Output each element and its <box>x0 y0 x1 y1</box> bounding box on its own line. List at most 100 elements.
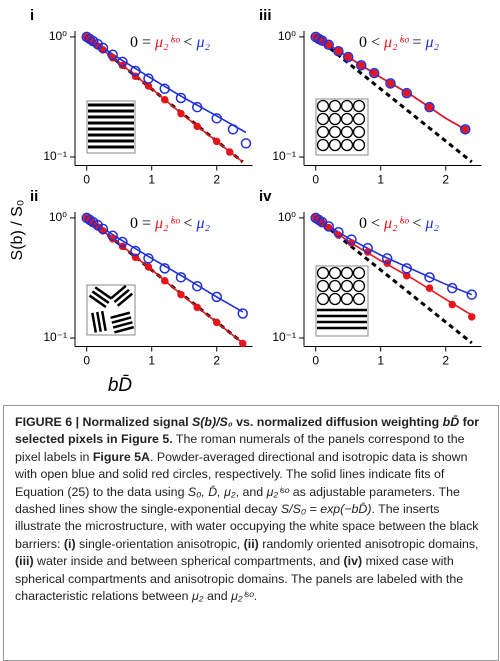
open-point <box>130 65 141 77</box>
open-point <box>424 272 435 283</box>
open-point <box>117 236 128 248</box>
filled-point <box>144 263 153 271</box>
open-point <box>159 83 170 95</box>
filled-point <box>448 300 456 309</box>
filled-point <box>193 122 201 131</box>
caption-text: FIGURE 6 | Normalized signal <box>15 415 192 429</box>
filled-point <box>238 339 247 348</box>
open-point <box>401 263 412 274</box>
annotation-part: μ₂ <box>195 34 210 51</box>
open-point <box>191 280 203 292</box>
caption-text: (iii) <box>15 554 34 569</box>
annotation-part: < <box>408 215 425 232</box>
caption-text: S₀, D̄, μ₂ <box>187 484 236 499</box>
open-point <box>424 101 435 113</box>
y-tick-label: 10⁻¹ <box>43 330 67 344</box>
panel-label: iii <box>259 7 272 24</box>
annotation-part: μ₂ <box>424 34 439 51</box>
filled-point <box>193 303 201 312</box>
insert-stripes <box>86 100 136 154</box>
open-point <box>342 51 354 63</box>
caption-text: Figure 5A <box>92 449 150 464</box>
annotation-part: 0 < <box>359 215 384 232</box>
annotation: 0 < μ₂ⁱˢᵒ = μ₂ <box>359 34 440 51</box>
caption-text: . <box>253 589 258 604</box>
y-axis-label: S(b) / S₀ <box>9 200 26 261</box>
caption-text: S(b)/S₀ <box>191 415 233 429</box>
annotation-part: μ₂ⁱˢᵒ <box>383 215 410 232</box>
open-point <box>240 138 252 149</box>
filled-point <box>334 47 343 55</box>
caption-text: as adjustable parameters. The dashed lin… <box>15 484 460 517</box>
open-point <box>323 221 334 232</box>
x-axis-label: bD̄ <box>108 375 133 396</box>
caption-text: (iv) <box>343 554 363 569</box>
open-point <box>159 263 170 274</box>
filled-point <box>467 313 476 321</box>
open-point <box>401 87 412 99</box>
filled-point <box>402 89 411 97</box>
annotation-part: μ₂ <box>195 215 210 232</box>
open-point <box>333 45 344 57</box>
open-point <box>227 124 239 135</box>
caption-text: μ₂ⁱˢᵒ <box>266 484 290 499</box>
open-point <box>211 113 222 124</box>
annotation: 0 = μ₂ⁱˢᵒ < μ₂ <box>130 34 211 51</box>
filled-point <box>402 271 411 280</box>
caption-text: for selected pixels in Figure 5. <box>15 415 480 447</box>
open-point <box>446 282 458 294</box>
caption-text: The roman numerals of the panels corresp… <box>15 432 465 464</box>
dashed-line <box>314 35 473 164</box>
filled-point <box>177 109 185 118</box>
caption-text: randomly oriented anisotropic domains, <box>258 536 479 551</box>
annotation: 0 < μ₂ⁱˢᵒ < μ₂ <box>359 215 440 232</box>
annotation-part: 0 = <box>130 215 155 232</box>
filled-point <box>370 69 378 77</box>
filled-point <box>160 95 169 104</box>
open-point <box>346 234 357 245</box>
open-point <box>175 272 187 283</box>
open-point <box>175 92 187 104</box>
open-point <box>107 230 118 242</box>
x-tick-label: 1 <box>148 354 155 368</box>
open-point <box>355 60 367 71</box>
x-tick-label: 2 <box>442 173 449 187</box>
open-point <box>211 291 222 303</box>
panel-label: ii <box>30 188 38 205</box>
x-tick-label: 0 <box>83 173 90 187</box>
x-tick-label: 2 <box>213 173 220 187</box>
filled-point <box>160 276 169 285</box>
filled-point <box>461 125 469 134</box>
filled-point <box>324 41 333 49</box>
open-point <box>362 242 373 254</box>
y-tick-label: 10⁻¹ <box>43 149 67 163</box>
caption-text: vs. normalized diffusion weighting <box>232 415 443 429</box>
caption-text: mixed case with spherical compartments a… <box>15 554 464 604</box>
filled-point <box>386 79 395 88</box>
open-point <box>368 67 380 79</box>
open-point <box>107 49 118 61</box>
annotation-part: μ₂ⁱˢᵒ <box>383 34 410 51</box>
y-tick-label: 10⁰ <box>49 210 67 224</box>
caption-text: water inside and between spherical compa… <box>33 554 344 569</box>
open-point <box>97 223 109 235</box>
caption: FIGURE 6 | Normalized signal S(b)/S₀ vs.… <box>3 405 499 661</box>
caption-text: S/S₀ = exp(−bD̄) <box>280 502 372 517</box>
open-point <box>97 42 109 54</box>
open-point <box>333 226 344 238</box>
filled-point <box>344 53 352 61</box>
x-tick-label: 1 <box>377 173 384 187</box>
caption-text: , and <box>235 484 267 499</box>
caption-text: single-orientation anisotropic, <box>75 536 244 551</box>
filled-point <box>425 103 434 111</box>
caption-text: . The inserts illustrate the microstruct… <box>15 502 479 551</box>
x-tick-label: 1 <box>377 354 384 368</box>
panel-label: i <box>30 7 34 24</box>
open-point <box>143 73 154 84</box>
caption-body: The roman numerals of the panels corresp… <box>15 432 479 603</box>
annotation-part: < <box>179 215 196 232</box>
annotation-part: μ₂ <box>424 215 439 232</box>
annotation-part: < <box>179 34 196 51</box>
caption-text: (ii) <box>243 536 259 551</box>
